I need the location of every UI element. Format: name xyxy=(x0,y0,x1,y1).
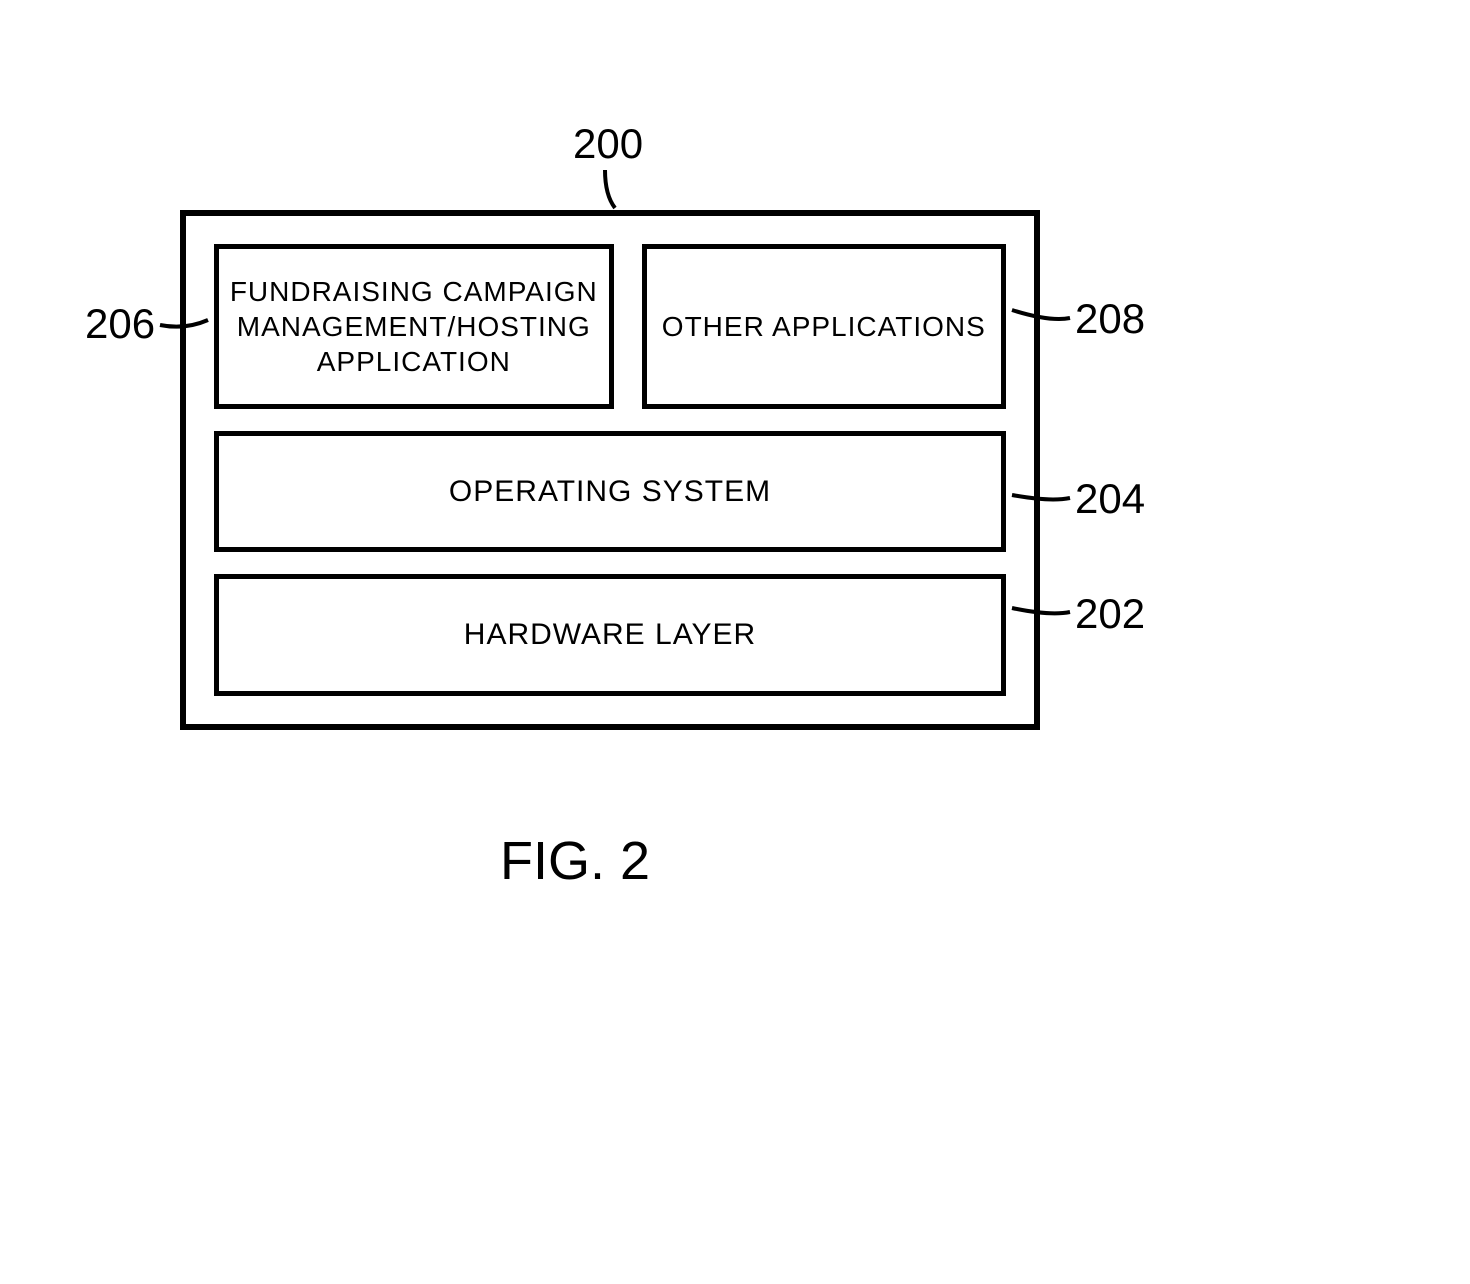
system-container: FUNDRAISING CAMPAIGN MANAGEMENT/HOSTING … xyxy=(180,210,1040,730)
operating-system-block: OPERATING SYSTEM xyxy=(214,431,1006,553)
fundraising-app-label: FUNDRAISING CAMPAIGN MANAGEMENT/HOSTING … xyxy=(229,274,599,379)
other-apps-block: OTHER APPLICATIONS xyxy=(642,244,1006,409)
ref-label-202: 202 xyxy=(1075,590,1145,638)
hardware-layer-block: HARDWARE LAYER xyxy=(214,574,1006,696)
figure-caption: FIG. 2 xyxy=(500,830,650,892)
ref-label-204: 204 xyxy=(1075,475,1145,523)
operating-system-label: OPERATING SYSTEM xyxy=(449,473,771,511)
ref-label-208: 208 xyxy=(1075,295,1145,343)
applications-row: FUNDRAISING CAMPAIGN MANAGEMENT/HOSTING … xyxy=(214,244,1006,409)
ref-label-200: 200 xyxy=(573,120,643,168)
hardware-layer-label: HARDWARE LAYER xyxy=(464,616,756,654)
ref-label-206: 206 xyxy=(85,300,155,348)
fundraising-app-block: FUNDRAISING CAMPAIGN MANAGEMENT/HOSTING … xyxy=(214,244,614,409)
other-apps-label: OTHER APPLICATIONS xyxy=(662,309,986,344)
